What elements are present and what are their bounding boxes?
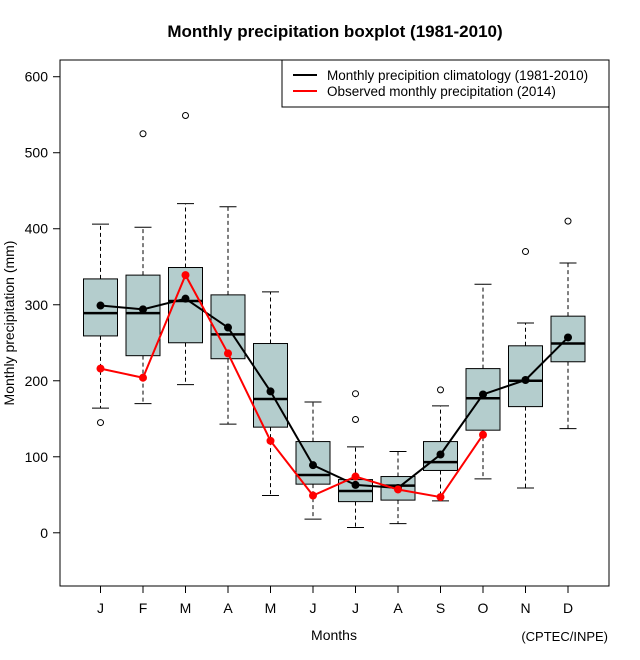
series-point <box>224 349 232 358</box>
outlier-point <box>522 248 529 256</box>
y-tick-label: 500 <box>25 145 49 161</box>
y-axis: 0 100 200 300 400 500 600 <box>25 69 60 541</box>
box-9 <box>423 386 458 502</box>
y-axis-label: Monthly precipitation (mm) <box>1 241 17 406</box>
x-tick-label: J <box>352 600 359 616</box>
series-point <box>139 305 147 314</box>
x-tick-label: D <box>563 600 573 616</box>
y-tick-label: 200 <box>25 373 49 389</box>
box-12 <box>550 217 586 430</box>
series-line <box>100 297 569 489</box>
credit-text: (CPTEC/INPE) <box>521 629 608 644</box>
box-4 <box>210 206 246 425</box>
box-3 <box>168 111 203 386</box>
series-point <box>479 390 487 399</box>
series-point <box>181 271 190 280</box>
outlier-point <box>352 416 359 424</box>
series-point <box>436 450 445 459</box>
y-tick-label: 400 <box>25 221 49 237</box>
climatology-series <box>96 294 572 492</box>
outlier-point <box>139 130 147 138</box>
y-tick-label: 0 <box>40 525 48 541</box>
x-tick-label: A <box>393 600 403 616</box>
series-point <box>139 373 147 382</box>
series-point <box>564 333 572 342</box>
x-tick-label: A <box>223 600 233 616</box>
series-point <box>521 376 530 385</box>
x-tick-label: M <box>180 600 192 616</box>
iqr-box <box>168 267 203 344</box>
legend: Monthly precipition climatology (1981-20… <box>281 59 610 108</box>
x-tick-label: M <box>265 600 277 616</box>
outlier-point <box>352 390 359 398</box>
box-10 <box>465 283 501 480</box>
series-point <box>351 472 360 481</box>
plot-area <box>83 111 586 528</box>
iqr-box <box>125 274 161 357</box>
x-tick-label: F <box>139 600 148 616</box>
outlier-point <box>564 217 572 225</box>
series-point <box>436 493 445 502</box>
series-line <box>100 272 484 499</box>
outlier-point <box>437 386 444 394</box>
observed-series <box>96 271 487 502</box>
series-point <box>394 485 402 494</box>
series-point <box>96 364 105 373</box>
box-2 <box>125 130 161 405</box>
outlier-point <box>182 111 189 119</box>
legend-label-observed: Observed monthly precipitation (2014) <box>327 84 556 99</box>
series-point <box>181 294 190 303</box>
outlier-point <box>97 419 104 427</box>
series-point <box>266 436 275 445</box>
series-point <box>309 491 317 500</box>
x-tick-label: O <box>478 600 489 616</box>
x-tick-label: J <box>310 600 317 616</box>
box-5 <box>253 291 288 497</box>
series-point <box>309 461 317 470</box>
series-point <box>479 430 487 439</box>
legend-label-climatology: Monthly precipition climatology (1981-20… <box>327 68 588 83</box>
box-1 <box>83 223 118 427</box>
y-tick-label: 300 <box>25 297 49 313</box>
series-point <box>96 301 105 310</box>
series-point <box>266 387 275 396</box>
x-tick-label: N <box>520 600 530 616</box>
series-point <box>351 480 360 489</box>
box-7 <box>338 390 373 528</box>
x-axis-label: Months <box>311 627 357 643</box>
legend-box <box>281 59 610 108</box>
chart-title: Monthly precipitation boxplot (1981-2010… <box>167 22 502 41</box>
x-tick-label: J <box>97 600 104 616</box>
series-point <box>224 323 232 332</box>
box-6 <box>295 401 331 520</box>
y-tick-label: 600 <box>25 69 49 85</box>
iqr-box <box>253 343 288 428</box>
y-tick-label: 100 <box>25 449 49 465</box>
x-tick-label: S <box>436 600 445 616</box>
